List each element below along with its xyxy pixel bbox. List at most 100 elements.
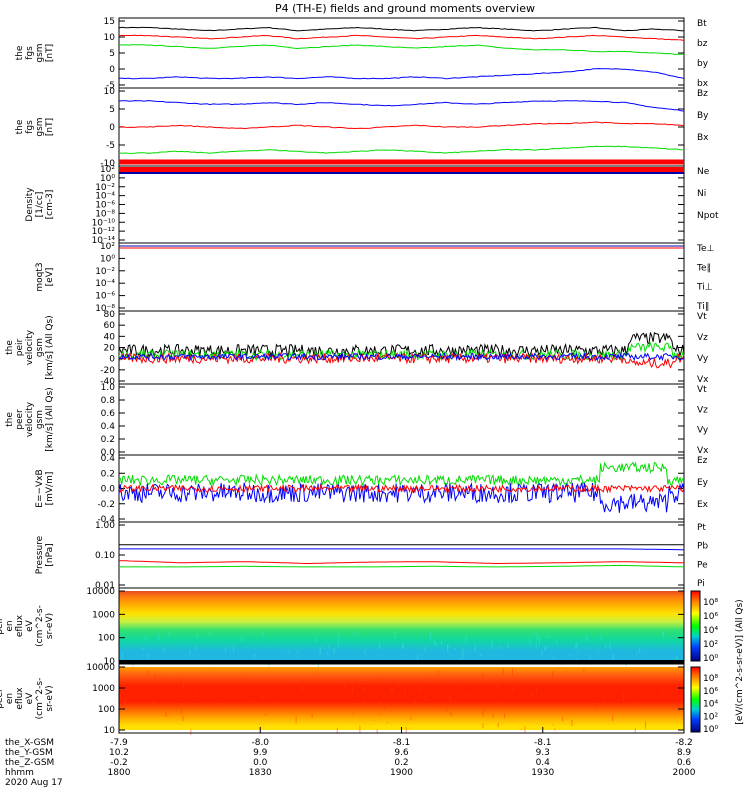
colorbar-tick-label: 10⁴ (703, 700, 718, 710)
legend-Te⊥: Te⊥ (696, 244, 715, 254)
legend-Vx: Vx (697, 446, 709, 456)
panel-p5 (118, 310, 685, 385)
legend-Ne: Ne (697, 167, 710, 177)
y-tick-label: 5 (109, 105, 115, 115)
y-tick-label: 0.0 (101, 448, 116, 458)
y-axis-label: fgs (25, 46, 35, 60)
x-tick-label: -8.0 (251, 738, 269, 748)
legend-bx: bx (697, 79, 709, 89)
y-axis-label: [1/cc] (35, 192, 45, 218)
x-row-label-the_Y-GSM: the_Y-GSM (5, 748, 53, 758)
y-axis-label: [eV] (45, 268, 55, 287)
y-axis-label: peir (0, 617, 5, 635)
legend-By: By (697, 111, 709, 121)
y-tick-label: 10² (100, 165, 115, 175)
y-tick-label: 100 (98, 634, 115, 644)
panel-p10 (118, 663, 685, 736)
x-tick-label: 9.3 (536, 748, 550, 758)
colorbar-tick-label: 10⁸ (703, 674, 718, 684)
x-row-label-hhmm: hhmm (5, 768, 34, 778)
panel-p1 (118, 17, 685, 89)
y-tick-label: 0.2 (101, 469, 115, 479)
y-tick-label: 1000 (92, 610, 115, 620)
legend-Pt: Pt (697, 523, 706, 533)
y-axis-label: [km/s] (All Qs) (45, 387, 55, 451)
legend-Vz: Vz (697, 405, 708, 415)
y-tick-label: 10⁻⁸ (95, 304, 115, 314)
y-axis-label: [nPa] (45, 543, 55, 566)
legend-Bz: Bz (697, 89, 708, 99)
x-tick-label: -8.1 (534, 738, 552, 748)
legend-Vy: Vy (697, 426, 709, 436)
series-line-Pb (118, 560, 685, 564)
x-tick-label: 9.9 (253, 748, 268, 758)
y-tick-label: 10 (104, 657, 116, 667)
y-axis-label: peir (15, 338, 25, 356)
colorbar-tick-label: 10⁶ (703, 612, 718, 622)
panel-frame (118, 383, 685, 456)
y-tick-label: 20 (104, 344, 116, 354)
date-label: 2020 Aug 17 (5, 778, 63, 788)
legend-Vt: Vt (697, 385, 707, 395)
series-line-Bt (118, 26, 684, 32)
y-tick-label: 5 (109, 49, 115, 59)
y-tick-label: 10⁻⁴ (95, 279, 115, 289)
colorbar-label: [eV/(cm^2-s-sr-eV)] (All Qs) (735, 599, 745, 724)
y-tick-label: 10⁰ (100, 174, 115, 184)
y-axis-label: E=−VxB (35, 469, 45, 507)
y-axis-label: (cm^2-s- (35, 605, 45, 647)
legend-Pi: Pi (697, 579, 705, 589)
series-line-bz (118, 34, 685, 41)
legend-Ti∥: Ti∥ (696, 302, 709, 312)
legend-by: by (697, 59, 709, 69)
y-tick-label: 0.2 (101, 435, 115, 445)
x-tick-label: -8.1 (393, 738, 411, 748)
y-tick-label: 0.4 (101, 454, 116, 464)
y-tick-label: 10000 (86, 663, 115, 673)
colorbar-2 (690, 666, 701, 733)
y-axis-label: gsm (35, 410, 45, 429)
y-tick-label: 10000 (86, 587, 115, 597)
x-tick-label: 1930 (531, 768, 554, 778)
legend-Vt: Vt (697, 312, 707, 322)
y-axis-label: gsm (35, 43, 45, 62)
x-tick-label: 0.4 (536, 758, 551, 768)
panel-p4 (118, 242, 685, 312)
panel-p2 (118, 87, 685, 167)
x-tick-label: 0.6 (677, 758, 692, 768)
y-axis-label: the (5, 340, 15, 355)
y-axis-label: [cm-3] (45, 190, 55, 220)
series-line-Vblack (118, 331, 685, 359)
y-tick-label: 15 (104, 17, 115, 27)
panel-p7 (118, 454, 685, 523)
legend-Vz: Vz (697, 333, 708, 343)
y-axis-label: the (5, 412, 15, 427)
y-axis-label: fgs (25, 120, 35, 134)
series-line-Pi (119, 548, 684, 551)
heatmap-fill (119, 591, 684, 661)
legend-Npot: Npot (697, 211, 719, 221)
y-tick-label: 10⁻⁶ (95, 292, 115, 302)
series-line-Bx (118, 145, 685, 154)
y-axis-label: velocity (25, 329, 35, 365)
legend-Ez: Ez (697, 456, 708, 466)
x-tick-label: -7.9 (110, 738, 128, 748)
legend-Pe: Pe (697, 560, 708, 570)
y-tick-label: 10 (104, 33, 116, 43)
legend-Bx: Bx (697, 133, 709, 143)
series-line-Egreen (118, 461, 685, 487)
x-row-label-the_Z-GSM: the_Z-GSM (5, 758, 54, 768)
y-tick-label: 10⁻⁴ (95, 192, 115, 202)
y-tick-label: 10 (104, 726, 116, 736)
legend-bz: bz (697, 39, 708, 49)
y-axis-label: peer (15, 409, 25, 430)
x-tick-label: 1830 (249, 768, 272, 778)
y-axis-label: eV (25, 692, 35, 705)
y-tick-label: 10⁻¹⁰ (92, 218, 116, 228)
y-tick-label: -10 (100, 159, 115, 169)
y-tick-label: 0.4 (101, 422, 116, 432)
y-tick-label: 0 (109, 123, 115, 133)
x-tick-label: -8.2 (675, 738, 693, 748)
y-axis-label: en (5, 620, 15, 631)
